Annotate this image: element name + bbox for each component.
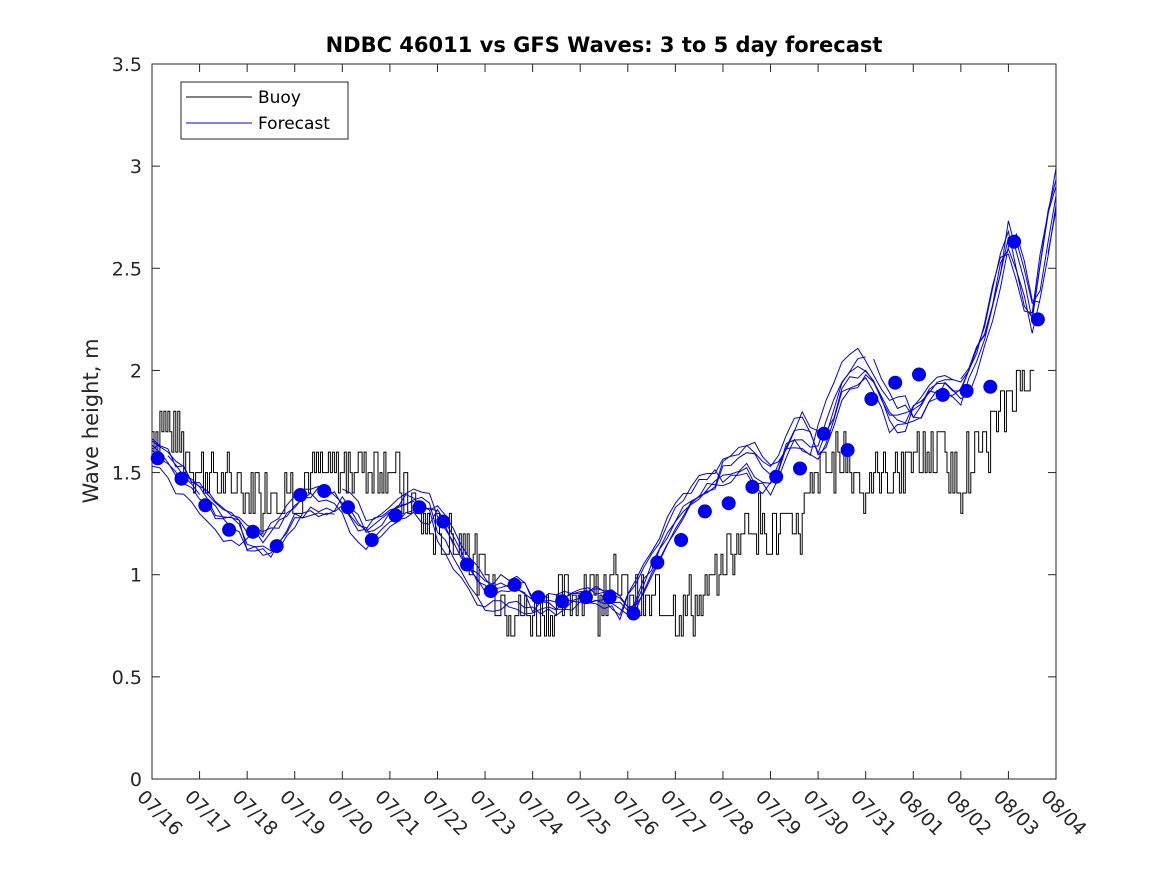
y-tick-label: 0 <box>130 769 142 791</box>
forecast-marker <box>578 590 593 605</box>
y-tick-label: 2 <box>130 360 142 382</box>
forecast-marker <box>317 484 332 498</box>
series-forecast-line <box>151 195 1057 608</box>
y-tick-label: 1.5 <box>112 463 142 485</box>
forecast-marker <box>602 590 617 605</box>
forecast-marker <box>1030 312 1045 327</box>
forecast-marker <box>555 594 570 609</box>
forecast-marker <box>341 500 355 515</box>
forecast-marker <box>245 524 260 539</box>
forecast-marker <box>222 522 237 537</box>
y-tick-label: 3.5 <box>112 54 142 76</box>
chart-title: NDBC 46011 vs GFS Waves: 3 to 5 day fore… <box>326 33 883 57</box>
y-tick-label: 2.5 <box>112 258 142 280</box>
forecast-marker <box>888 375 903 390</box>
legend: Buoy Forecast <box>180 81 349 140</box>
forecast-marker <box>364 533 379 547</box>
forecast-marker <box>935 387 950 402</box>
forecast-marker <box>531 590 546 605</box>
forecast-marker <box>697 504 712 519</box>
legend-label-buoy: Buoy <box>258 88 301 108</box>
forecast-marker <box>507 577 522 592</box>
legend-label-forecast: Forecast <box>258 114 330 134</box>
series-layer <box>150 168 1057 637</box>
forecast-marker <box>388 508 403 523</box>
forecast-marker <box>483 584 498 599</box>
forecast-marker <box>650 555 665 570</box>
forecast-marker <box>269 539 284 554</box>
forecast-marker <box>793 461 807 476</box>
y-tick-label: 1 <box>130 565 142 587</box>
forecast-marker <box>436 514 451 529</box>
forecast-marker <box>983 379 998 394</box>
forecast-marker <box>626 606 641 621</box>
y-axis-label: Wave height, m <box>79 338 103 503</box>
forecast-marker <box>816 426 831 441</box>
forecast-marker <box>912 367 926 382</box>
forecast-marker <box>412 500 427 515</box>
forecast-marker <box>769 469 784 484</box>
forecast-marker <box>293 488 308 502</box>
forecast-marker <box>745 479 760 494</box>
forecast-marker <box>1007 234 1022 249</box>
plot-area <box>151 63 1057 780</box>
y-tick-label: 3 <box>130 156 142 178</box>
forecast-marker <box>198 498 213 513</box>
legend-box <box>180 81 349 140</box>
forecast-marker <box>674 533 689 547</box>
forecast-marker <box>959 383 974 398</box>
forecast-marker <box>150 451 165 466</box>
forecast-marker <box>864 392 879 406</box>
forecast-marker <box>174 471 189 486</box>
forecast-marker <box>721 496 736 511</box>
y-tick-label: 0.5 <box>112 667 142 689</box>
forecast-marker <box>460 557 474 572</box>
forecast-marker <box>840 443 855 458</box>
